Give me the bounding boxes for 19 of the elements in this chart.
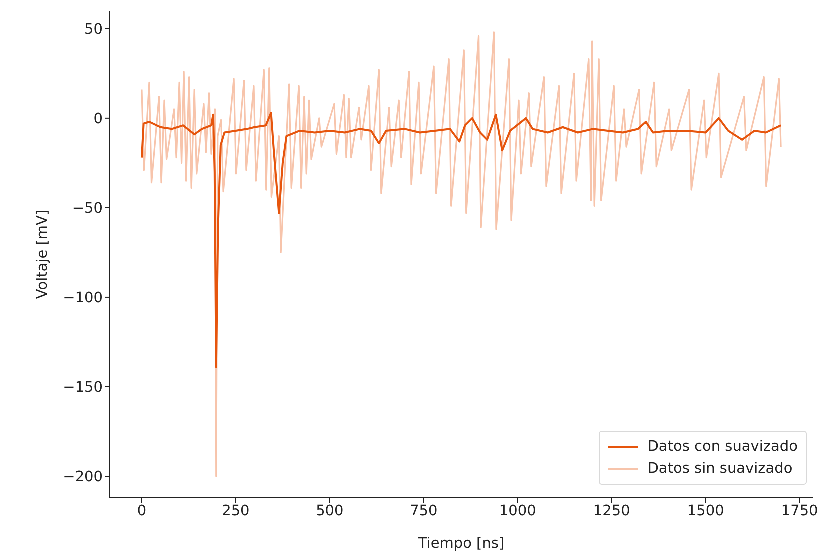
line-series <box>140 112 782 368</box>
y-tick-label: 50 <box>84 22 103 38</box>
y-tick-label: −150 <box>63 380 103 396</box>
x-tick-label: 750 <box>410 503 438 520</box>
x-axis-title: Tiempo [ns] <box>417 536 505 552</box>
y-tick-label: −100 <box>63 290 103 307</box>
y-axis-title: Voltaje [mV] <box>35 210 52 300</box>
x-tick-label: 500 <box>316 503 344 520</box>
y-tick-label: −50 <box>72 201 103 218</box>
x-tick-label: 1000 <box>499 503 536 520</box>
x-tick-label: 1500 <box>687 503 724 520</box>
y-tick-label: 0 <box>94 112 103 128</box>
x-tick-label: 0 <box>137 503 147 520</box>
x-tick-label: 1750 <box>781 503 818 520</box>
legend-label: Datos con suavizado <box>648 439 798 455</box>
x-tick-label: 250 <box>222 503 250 520</box>
legend-label: Datos sin suavizado <box>648 461 793 477</box>
x-tick-label: 1250 <box>593 503 630 520</box>
y-tick-label: −200 <box>63 470 103 486</box>
